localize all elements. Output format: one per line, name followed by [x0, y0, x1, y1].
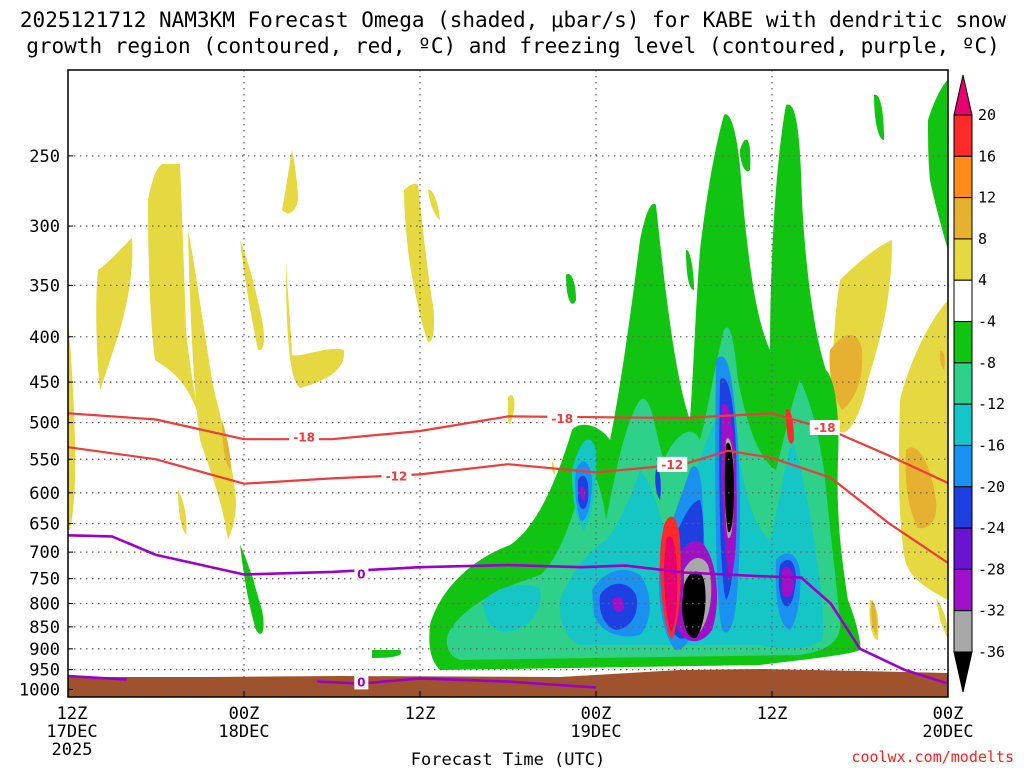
- contour-label: -18: [293, 431, 315, 445]
- x-tick-label: 00Z: [933, 704, 964, 724]
- omega-shading: [68, 80, 948, 697]
- y-tick-label: 400: [29, 328, 60, 348]
- colorbar-label: -4: [978, 313, 996, 331]
- x-tick-label: 19DEC: [570, 722, 621, 742]
- x-tick-label: 12Z: [57, 704, 88, 724]
- y-tick-label: 450: [29, 373, 60, 393]
- colorbar-segment: [953, 444, 973, 488]
- colorbar-label: -36: [978, 643, 1005, 661]
- plot-frame: [67, 69, 949, 698]
- contour-label-bg: [354, 674, 369, 690]
- colorbar-label: -28: [978, 560, 1005, 578]
- contour-label-bg: [354, 566, 369, 582]
- y-tick-label: 1000: [19, 680, 60, 700]
- colorbar-label: 4: [978, 271, 987, 289]
- colorbar-segment: [953, 238, 973, 281]
- contour-label-bg: [289, 429, 320, 445]
- colorbar-segment: [953, 403, 973, 446]
- y-tick-label: 850: [29, 618, 60, 638]
- colorbar-segment: [953, 279, 973, 323]
- contour-line: [68, 534, 948, 685]
- y-tick-label: 950: [29, 661, 60, 681]
- x-tick-label: 2025: [52, 740, 93, 760]
- y-tick-label: 750: [29, 570, 60, 590]
- y-tick-label: 650: [29, 515, 60, 535]
- y-tick-label: 300: [29, 217, 60, 237]
- colorbar-label: -16: [978, 436, 1005, 454]
- x-tick-label: 00Z: [229, 704, 260, 724]
- colorbar-label: -32: [978, 602, 1005, 620]
- x-tick-label: 12Z: [757, 704, 788, 724]
- y-tick-label: 800: [29, 595, 60, 615]
- x-tick-label: 17DEC: [46, 722, 97, 742]
- contour-labels: -18 -18 -18 -12 -12 0 0: [289, 410, 840, 690]
- colorbar-segment: [953, 155, 973, 199]
- contour-label: -18: [551, 412, 573, 426]
- colorbar: 20 16 12 8 4 -4 -8 -12 -16 -20 -24 -28 -32 -36: [953, 74, 1005, 693]
- colorbar-label: 8: [978, 230, 987, 248]
- colorbar-segment: [953, 197, 973, 240]
- colorbar-arrow-bottom: [953, 651, 973, 693]
- contour-label: 0: [357, 675, 365, 689]
- colorbar-segment: [953, 114, 973, 157]
- colorbar-segment: [953, 362, 973, 405]
- colorbar-label: 12: [978, 189, 996, 207]
- y-tick-label: 250: [29, 147, 60, 167]
- colorbar-segment: [953, 610, 973, 653]
- x-tick-label: 18DEC: [218, 722, 269, 742]
- y-tick-label: 550: [29, 450, 60, 470]
- colorbar-segment: [953, 321, 973, 364]
- chart-title-line2: growth region (contoured, red, ºC) and f…: [26, 34, 1000, 58]
- contour-label: -12: [386, 469, 408, 483]
- credit-text: coolwx.com/modelts: [851, 748, 1014, 766]
- colorbar-label: -8: [978, 354, 996, 372]
- contour-label: -18: [814, 421, 836, 435]
- x-tick-label: 20DEC: [922, 722, 973, 742]
- contour-label: -12: [661, 458, 683, 472]
- y-tick-label: 600: [29, 484, 60, 504]
- colorbar-label: 20: [978, 106, 996, 124]
- chart-title-line1: 2025121712 NAM3KM Forecast Omega (shaded…: [20, 8, 1007, 32]
- colorbar-segment: [953, 568, 973, 612]
- contour-label-bg: [657, 456, 688, 472]
- contour-label-bg: [547, 410, 578, 426]
- colorbar-segment: [953, 486, 973, 529]
- colorbar-arrow-top: [953, 74, 973, 116]
- colorbar-label: 16: [978, 147, 996, 165]
- colorbar-label: -12: [978, 395, 1005, 413]
- y-tick-label: 350: [29, 276, 60, 296]
- y-tick-label: 700: [29, 543, 60, 563]
- y-tick-label: 500: [29, 414, 60, 434]
- contour-label: 0: [357, 568, 365, 582]
- colorbar-label: -20: [978, 478, 1005, 496]
- contour-label-bg: [381, 468, 412, 484]
- x-tick-label: 00Z: [581, 704, 612, 724]
- contour-line: [68, 446, 948, 564]
- contour-line: [68, 674, 127, 681]
- colorbar-segment: [953, 527, 973, 570]
- x-axis-label: Forecast Time (UTC): [411, 750, 605, 768]
- colorbar-label: -24: [978, 519, 1005, 537]
- x-tick-label: 12Z: [405, 704, 436, 724]
- contour-line: [317, 677, 597, 689]
- y-tick-label: 900: [29, 640, 60, 660]
- contour-label-bg: [809, 419, 840, 435]
